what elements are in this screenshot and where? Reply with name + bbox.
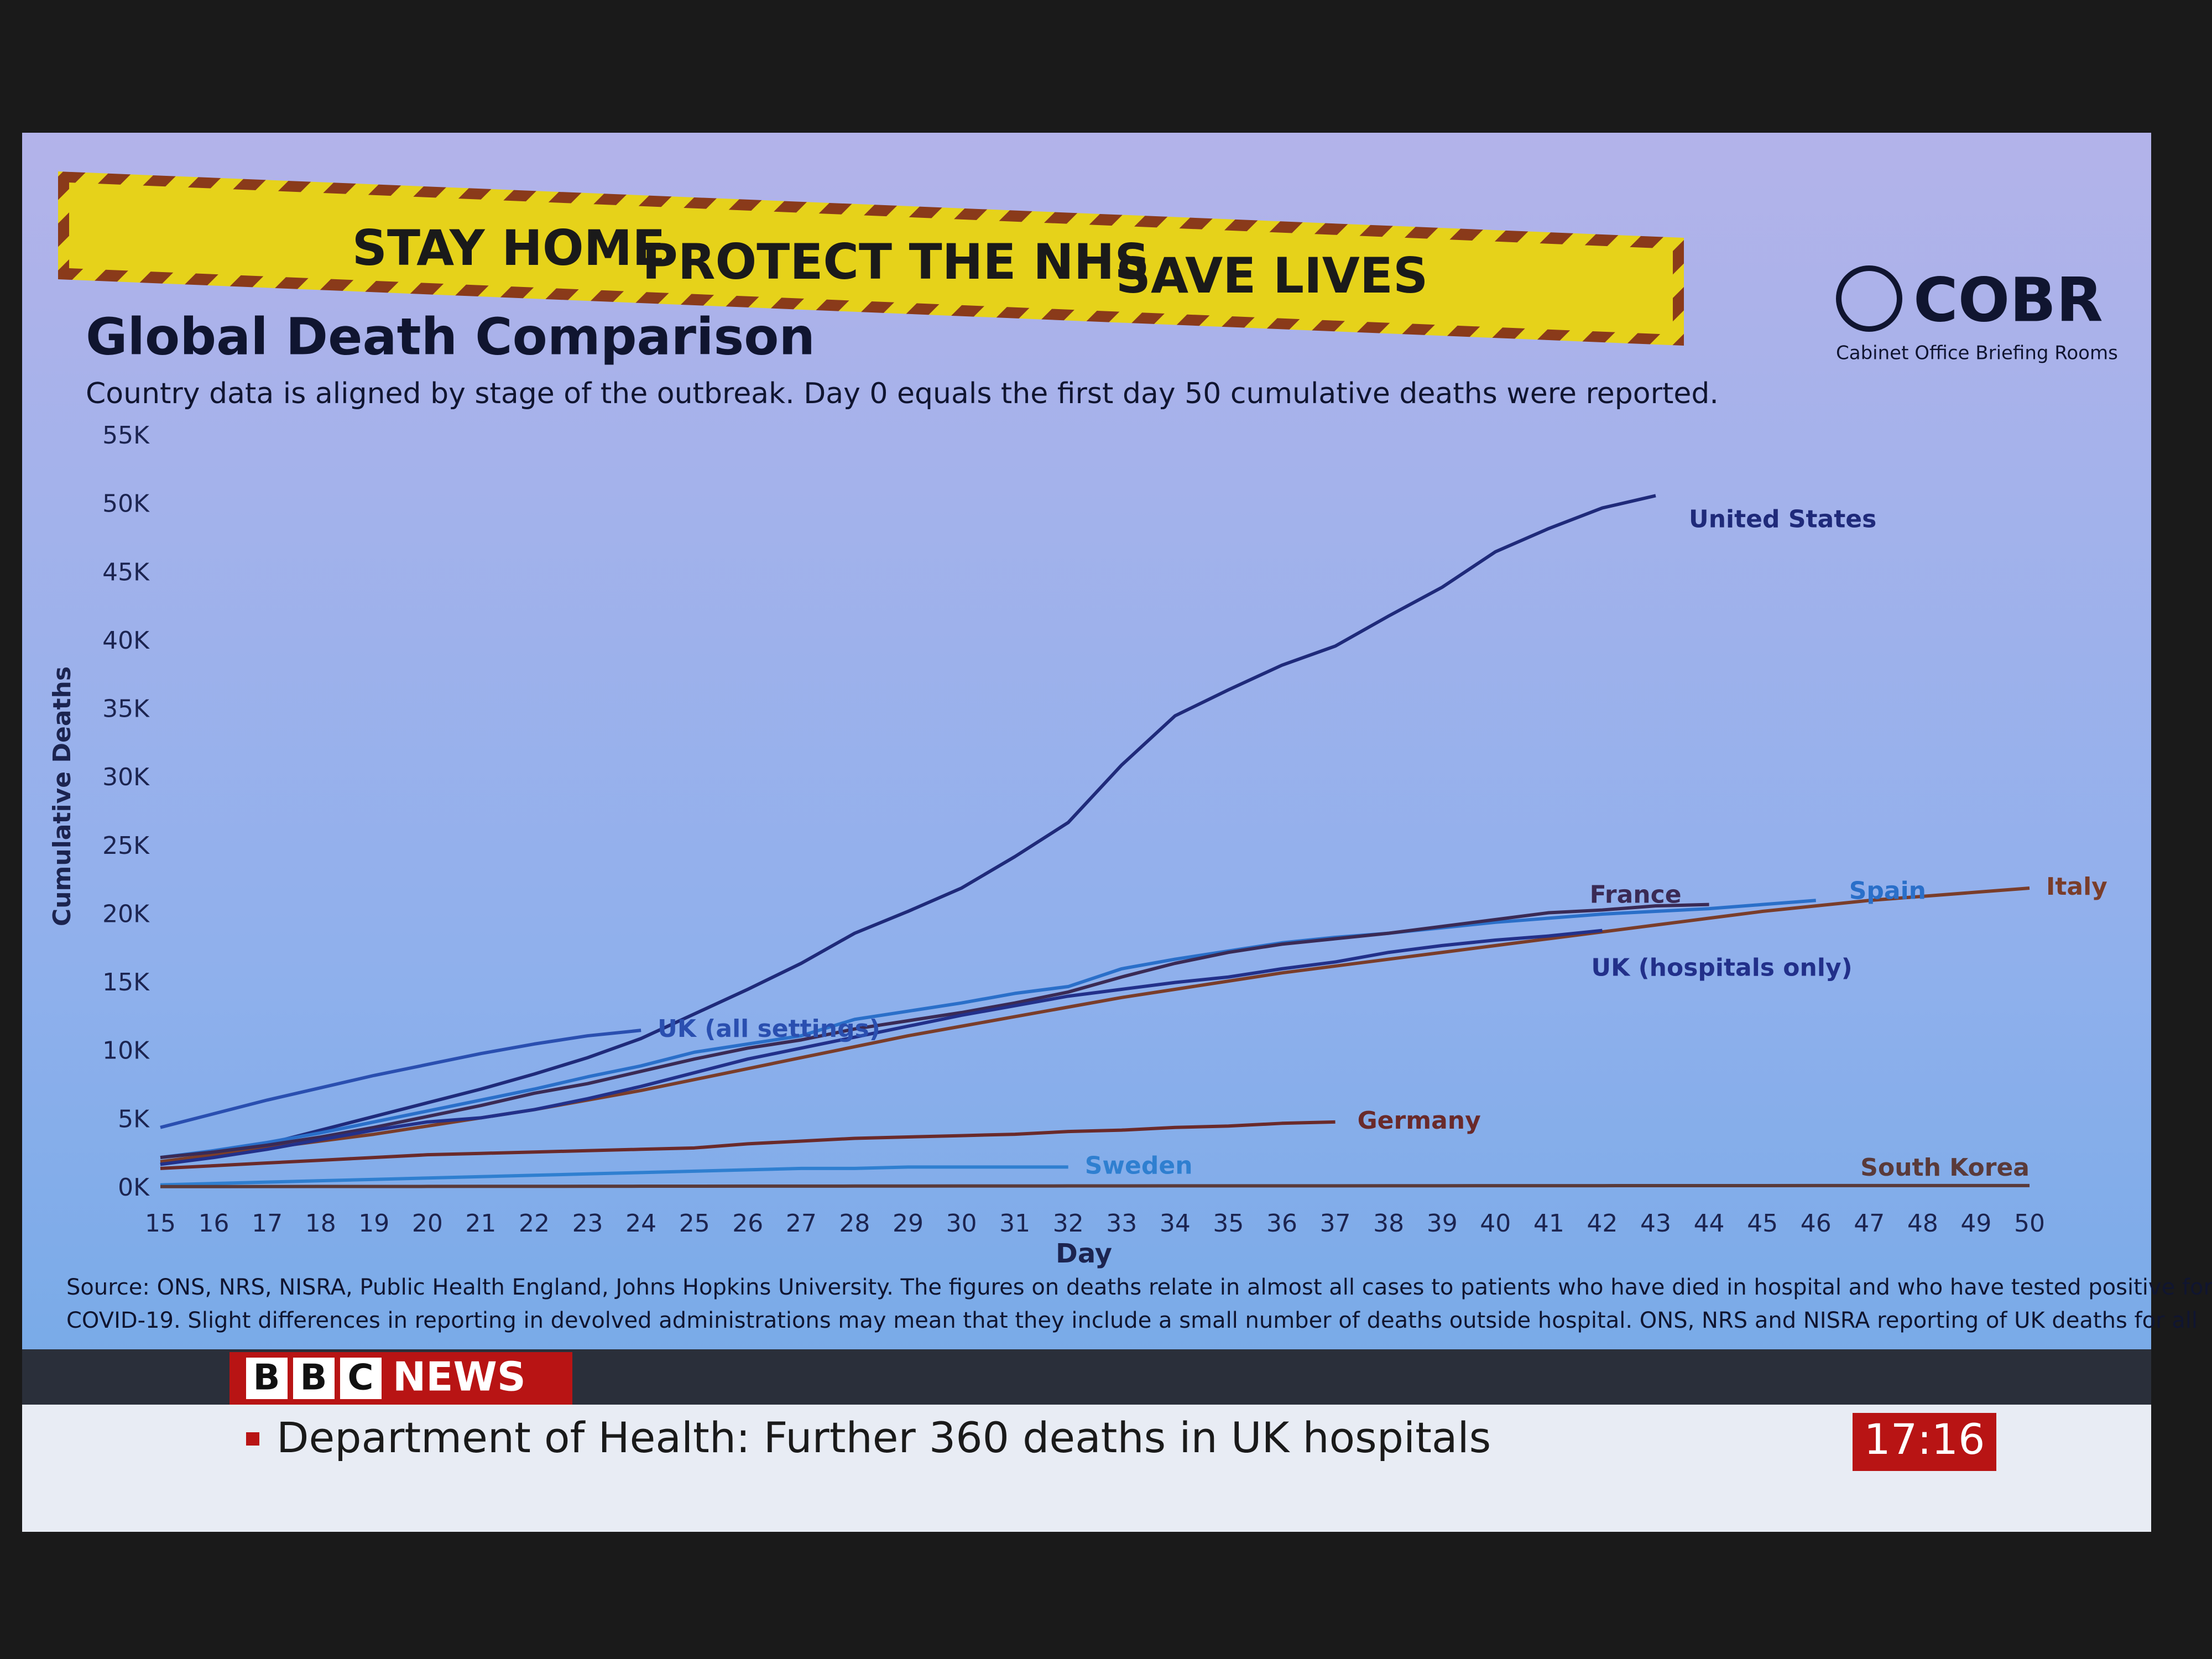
y-tick-label: 20K — [102, 900, 150, 928]
series-label: South Korea — [1860, 1154, 2030, 1182]
series-line — [160, 1029, 641, 1129]
x-tick-label: 43 — [1640, 1209, 1671, 1238]
x-tick-label: 33 — [1106, 1209, 1137, 1238]
x-tick-label: 21 — [465, 1209, 496, 1238]
series-label: United States — [1689, 505, 1876, 533]
ticker-bar — [22, 1405, 2151, 1532]
x-tick-label: 46 — [1801, 1209, 1832, 1238]
y-tick-label: 45K — [102, 558, 150, 586]
x-tick-label: 38 — [1373, 1209, 1404, 1238]
x-tick-label: 32 — [1053, 1209, 1084, 1238]
x-tick-label: 24 — [625, 1209, 656, 1238]
x-tick-label: 26 — [732, 1209, 763, 1238]
y-tick-label: 35K — [102, 695, 150, 723]
x-tick-label: 15 — [145, 1209, 176, 1238]
x-tick-label: 36 — [1266, 1209, 1297, 1238]
banner-text: PROTECT THE NHS — [642, 233, 1150, 290]
x-tick-label: 23 — [572, 1209, 603, 1238]
x-tick-label: 29 — [893, 1209, 924, 1238]
series-line — [160, 899, 1816, 1160]
x-tick-label: 28 — [839, 1209, 870, 1238]
logo-news: NEWS — [393, 1354, 526, 1400]
x-tick-label: 45 — [1747, 1209, 1778, 1238]
clock: 17:16 — [1864, 1415, 1985, 1464]
logo-letter: B — [300, 1358, 327, 1399]
banner-text: SAVE LIVES — [1116, 247, 1428, 304]
ticker-bullet — [246, 1432, 259, 1446]
chart-title: Global Death Comparison — [86, 307, 815, 366]
x-tick-label: 34 — [1160, 1209, 1191, 1238]
x-tick-label: 50 — [2014, 1209, 2045, 1238]
series-label: UK (hospitals only) — [1591, 954, 1852, 982]
x-tick-label: 35 — [1213, 1209, 1244, 1238]
series-line — [160, 902, 1709, 1160]
x-tick-label: 27 — [786, 1209, 817, 1238]
x-tick-label: 39 — [1427, 1209, 1458, 1238]
logo-block — [293, 1358, 335, 1399]
source-text: Source: ONS, NRS, NISRA, Public Health E… — [66, 1275, 2212, 1300]
series-label: France — [1590, 881, 1682, 909]
x-tick-label: 16 — [199, 1209, 229, 1238]
y-tick-label: 15K — [102, 968, 150, 997]
y-tick-label: 25K — [102, 832, 150, 860]
x-tick-label: 17 — [252, 1209, 283, 1238]
y-tick-label: 0K — [118, 1173, 150, 1202]
y-axis-label: Cumulative Deaths — [48, 666, 76, 926]
x-tick-label: 40 — [1480, 1209, 1511, 1238]
series-line — [160, 1120, 1335, 1170]
series-line — [160, 494, 1656, 1166]
x-tick-label: 44 — [1694, 1209, 1725, 1238]
x-tick-label: 18 — [305, 1209, 336, 1238]
banner — [69, 182, 1673, 335]
x-tick-label: 25 — [679, 1209, 710, 1238]
x-tick-label: 48 — [1907, 1209, 1938, 1238]
banner-text: STAY HOME — [352, 220, 666, 276]
y-tick-label: 5K — [118, 1105, 150, 1133]
logo-letter: C — [348, 1358, 374, 1399]
plot: 0K 5K 10K 15K 20K 25K 30K 35K 40K 45K 50K 55K 15 16 17… — [102, 421, 2107, 1238]
series-line — [160, 1183, 2030, 1188]
logo-block — [246, 1358, 288, 1399]
x-tick-label: 22 — [519, 1209, 550, 1238]
brand-subtitle: Cabinet Office Briefing Rooms — [1836, 342, 2118, 364]
source-text: COVID-19. Slight differences in reportin… — [66, 1308, 2198, 1333]
series-line — [160, 1165, 1068, 1187]
chart-subtitle: Country data is aligned by stage of the … — [86, 377, 1719, 410]
crest — [1836, 265, 1902, 332]
logo-block — [340, 1358, 382, 1399]
x-tick-label: 49 — [1960, 1209, 1991, 1238]
clock-box — [1853, 1413, 1996, 1471]
ticker-text: Department of Health: Further 360 deaths… — [276, 1413, 1491, 1462]
x-tick-label: 31 — [999, 1209, 1030, 1238]
x-tick-label: 20 — [412, 1209, 443, 1238]
x-tick-label: 41 — [1533, 1209, 1564, 1238]
y-tick-label: 40K — [102, 627, 150, 655]
x-tick-label: 47 — [1854, 1209, 1885, 1238]
y-tick-label: 10K — [102, 1037, 150, 1065]
series-label: UK (all settings) — [658, 1015, 880, 1043]
x-tick-label: 37 — [1320, 1209, 1351, 1238]
series-label: Italy — [2046, 873, 2107, 901]
y-tick-label: 50K — [102, 490, 150, 518]
series-label: Spain — [1849, 877, 1926, 905]
brand-name: COBR — [1913, 264, 2103, 335]
y-tick-label: 30K — [102, 763, 150, 791]
x-axis-label: Day — [1056, 1238, 1112, 1269]
series-label: Sweden — [1085, 1151, 1193, 1180]
series-line — [160, 928, 1603, 1166]
y-tick-label: 55K — [102, 421, 150, 450]
x-tick-label: 19 — [358, 1209, 389, 1238]
logo-letter: B — [253, 1358, 280, 1399]
series-label: Germany — [1358, 1107, 1481, 1135]
x-tick-label: 42 — [1587, 1209, 1618, 1238]
x-tick-label: 30 — [946, 1209, 977, 1238]
screen — [22, 133, 2151, 1532]
